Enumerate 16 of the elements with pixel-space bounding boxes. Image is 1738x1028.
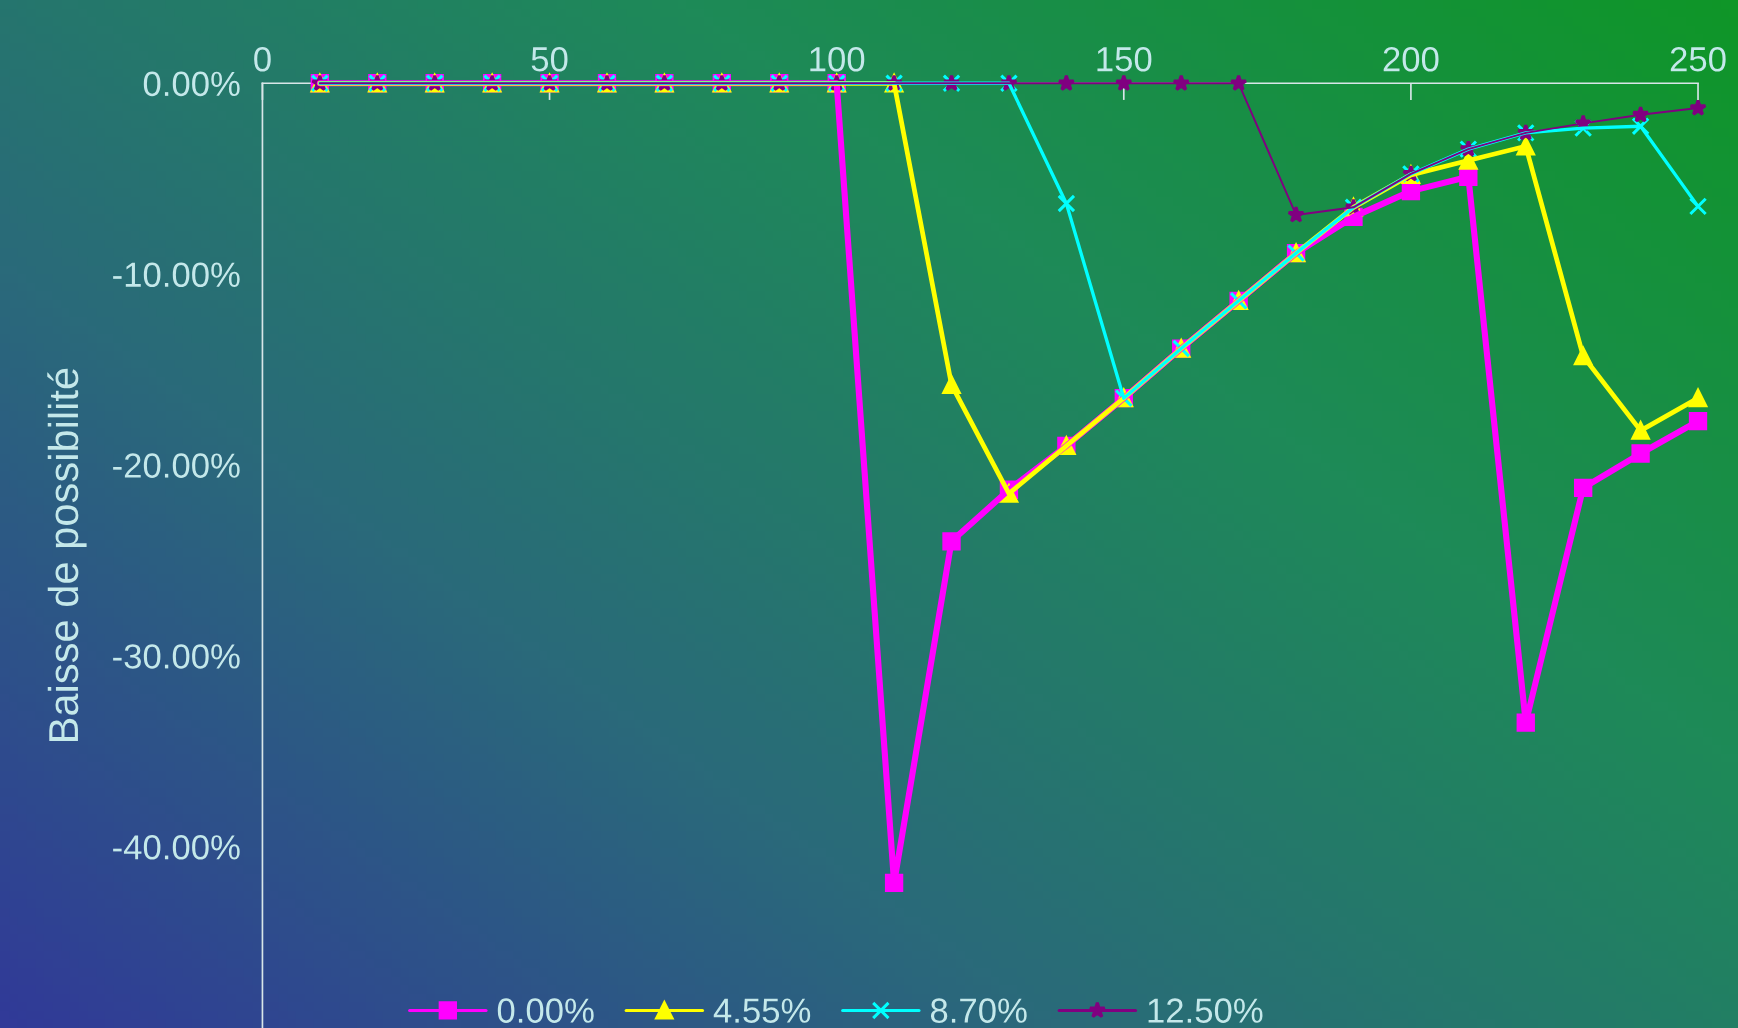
x-tick-label: 100 (810, 46, 865, 72)
y-tick-label: 0.00% (143, 71, 240, 97)
x-tick-label: 250 (1670, 46, 1726, 72)
y-tick-label: -30.00% (113, 644, 240, 669)
x-tick-label: 200 (1383, 46, 1439, 72)
legend-label: 4.55% (713, 998, 811, 1023)
y-tick-label: -20.00% (113, 453, 240, 478)
legend-label: 12.50% (1148, 998, 1263, 1023)
y-tick-label: -40.00% (113, 835, 240, 860)
legend-label: 0.00% (497, 998, 594, 1023)
y-tick-label: -10.00% (113, 262, 240, 288)
x-tick-label: 150 (1097, 46, 1152, 72)
y-axis-title: Baisse de possibilité (47, 368, 87, 741)
legend-label: 8.70% (930, 998, 1027, 1023)
x-tick-label: 50 (531, 46, 568, 72)
x-tick-label: 0 (254, 46, 271, 72)
